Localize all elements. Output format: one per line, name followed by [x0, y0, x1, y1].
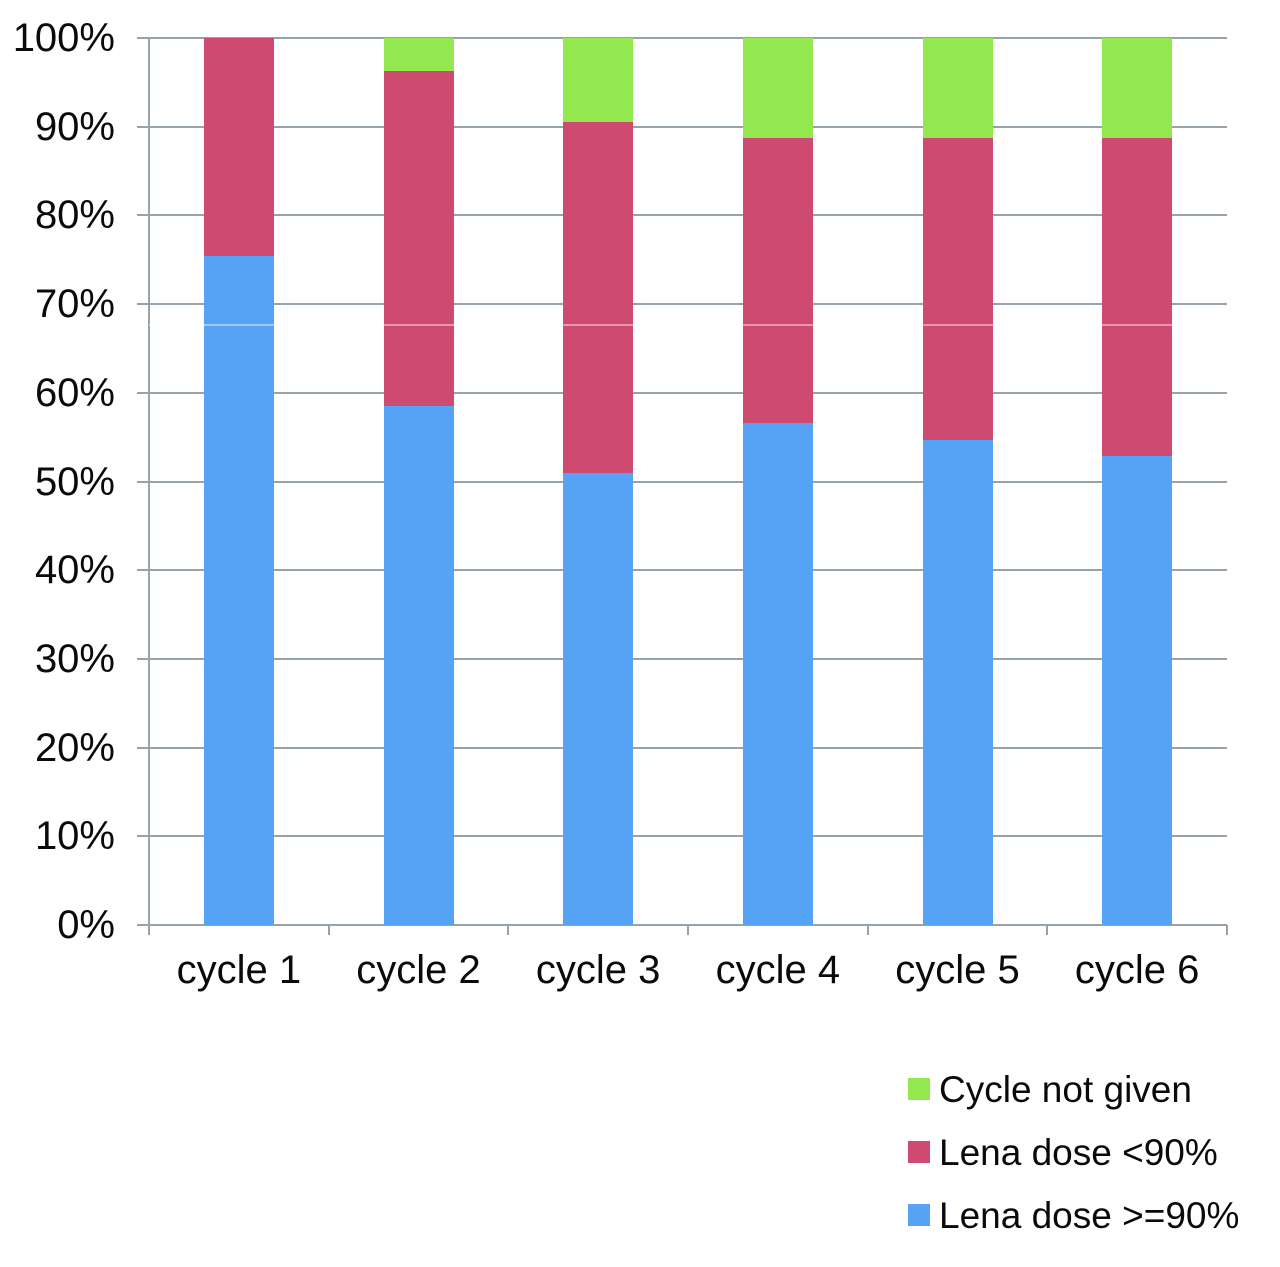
bar-segment [563, 38, 634, 122]
bar-cycle-3 [563, 38, 634, 925]
y-axis-line [148, 37, 150, 934]
x-axis-tick [866, 925, 869, 935]
gridline-80% [137, 214, 1227, 217]
plot-area [137, 37, 1228, 935]
x-axis-tick [1046, 925, 1049, 935]
y-tick-label: 100% [12, 16, 115, 60]
x-category-label: cycle 2 [356, 948, 481, 992]
y-tick-label: 10% [34, 814, 115, 859]
bar-segment [1102, 38, 1173, 139]
bar-cycle-2 [383, 38, 454, 925]
y-tick-label: 90% [34, 104, 115, 149]
legend-swatch [908, 1141, 930, 1163]
x-axis-tick [327, 925, 330, 935]
y-tick-label: 50% [34, 459, 115, 504]
legend: Cycle not given Lena dose <90% Lena dose >… [908, 1071, 1239, 1267]
legend-label: Lena dose >=90% [939, 1194, 1240, 1236]
x-category-label: cycle 1 [176, 948, 302, 992]
bar-segment [922, 439, 993, 925]
legend-swatch [908, 1078, 930, 1100]
bar-segment [742, 138, 813, 423]
bar-segment [383, 38, 454, 72]
x-category-label: cycle 5 [895, 948, 1020, 992]
legend-item: Lena dose <90% [908, 1134, 1239, 1171]
y-tick-label: 70% [34, 282, 115, 327]
legend-label: Lena dose <90% [939, 1131, 1218, 1173]
y-tick-label: 80% [34, 193, 115, 238]
x-category-label: cycle 3 [535, 948, 661, 992]
legend-item: Cycle not given [908, 1071, 1239, 1108]
bar-segment [922, 138, 993, 440]
bar-segment [383, 71, 454, 407]
x-axis-tick [507, 925, 510, 935]
bar-segment [563, 473, 634, 925]
gridline-90% [137, 125, 1227, 128]
x-axis-tick [687, 925, 689, 935]
y-tick-label: 20% [34, 725, 115, 770]
bar-cycle-6 [1102, 38, 1173, 925]
x-axis-tick [148, 925, 150, 935]
legend-item: Lena dose >=90% [908, 1197, 1239, 1234]
y-tick-label: 0% [57, 903, 115, 947]
gridline-70% [137, 303, 1227, 306]
gridline-30% [137, 657, 1227, 660]
bar-cycle-5 [922, 38, 993, 925]
gridline-100% [137, 37, 1227, 39]
bar-segment [742, 38, 813, 139]
gridline-60% [137, 391, 1227, 394]
x-category-label: cycle 4 [715, 948, 841, 992]
bar-segment [1102, 456, 1173, 925]
bar-segment [383, 406, 454, 925]
bar-segment [922, 38, 993, 139]
legend-swatch [908, 1204, 930, 1226]
bar-cycle-4 [742, 38, 813, 925]
bar-segment [1102, 138, 1173, 457]
x-axis-tick [1226, 925, 1228, 935]
legend-label: Cycle not given [939, 1068, 1192, 1110]
bar-segment [742, 422, 813, 925]
y-tick-label: 40% [34, 548, 115, 593]
gridline-0% [137, 924, 1227, 926]
bar-segment [563, 121, 634, 474]
gridline-50% [137, 480, 1227, 483]
gridline-10% [137, 835, 1227, 838]
x-category-label: cycle 6 [1074, 948, 1200, 992]
gridline-20% [137, 746, 1227, 749]
bar-cycle-1 [203, 38, 274, 925]
y-tick-label: 30% [34, 636, 115, 681]
gridline-40% [137, 569, 1227, 572]
y-tick-label: 60% [34, 370, 115, 415]
bar-segment [203, 38, 274, 256]
bar-segment [203, 255, 274, 925]
